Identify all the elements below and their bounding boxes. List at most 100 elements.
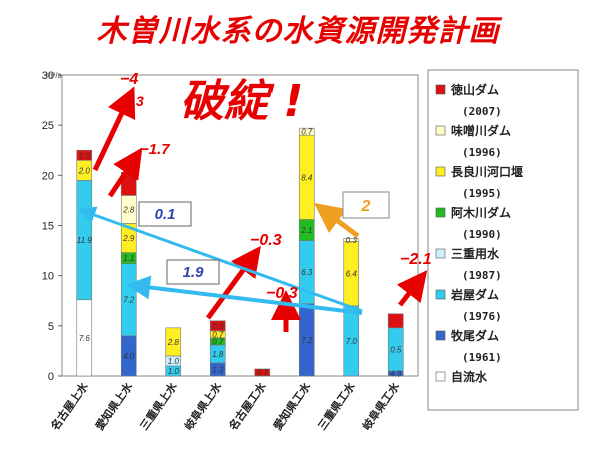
data-label: 0.3 [346,236,358,245]
arrow-aichi-water [107,147,143,198]
box-0-1 [138,201,192,227]
bar-segment [76,149,93,161]
arrow-transfer-aichi [126,275,363,315]
data-label: 0.3 [212,322,224,331]
legend-swatch [435,371,446,382]
x-tick-label: 愛知県上水 [92,379,136,433]
legend-label: 牧尾ダム [451,328,499,343]
legend-label: 長良川河口堰 [451,164,523,179]
data-label: 6.4 [346,270,358,279]
data-label: 0.7 [212,330,224,339]
data-label: 0.5 [390,345,402,354]
legend-label: 自流水 [451,369,488,384]
y-tick-label: 5 [48,321,54,333]
legend-year: (1996) [462,146,502,159]
bars [76,127,404,377]
bar-segment [165,327,182,357]
x-tick-label: 名古屋工水 [226,379,270,433]
bar-segment [298,127,315,136]
data-label: 1.8 [212,350,224,359]
legend-swatch [435,248,446,259]
data-label: 2.8 [167,338,180,347]
x-tick-labels: 名古屋上水 愛知県上水 三重県上水 岐阜県上水 名古屋工水 愛知県工水 三重県工水 岐阜県工水 [48,379,403,433]
data-label: 0.7 [301,128,313,137]
data-label: 6.3 [301,268,313,277]
legend-swatch [435,125,446,136]
legend-swatch [435,207,446,218]
legend-label: 阿木川ダム [451,205,511,220]
legend-year: (1976) [462,310,502,323]
y-tick-label: 10 [42,271,54,283]
bar-segment [343,238,360,242]
x-tick-label: 三重県上水 [137,379,181,433]
y-tick-label: 0 [48,371,54,383]
x-tick-label: 愛知県工水 [270,379,314,433]
legend-box [427,69,579,411]
y-tick-label: 30 [42,70,54,82]
data-label: 1.0 [79,151,91,160]
box-2 [342,191,390,219]
data-label: 1.3 [212,365,224,374]
data-label: 11.9 [77,236,93,245]
annotation-minus0-3-a: −0.3 [250,232,282,249]
arrow-gifu-industrial [396,270,428,307]
data-label: 0.7 [257,368,269,377]
legend-year: (1995) [462,187,502,200]
y-tick-label: 20 [42,170,54,182]
legend-swatch [435,330,446,341]
legend-label: 味噌川ダム [451,123,511,138]
boxed-0-1: 0.1 [155,206,176,223]
data-label: 1.0 [168,367,180,376]
arrow-transfer-nagoya [77,206,363,313]
bar-segment [209,320,226,332]
x-tick-label: 岐阜県上水 [181,379,225,433]
data-label: 7.2 [301,336,313,345]
boxed-1-9: 1.9 [183,264,205,281]
data-label: 1.0 [168,357,180,366]
data-label: 2.9 [122,234,135,243]
x-tick-label: 名古屋上水 [48,379,92,433]
box-1-9 [166,259,220,285]
data-label: 2.1 [300,226,312,235]
y-unit-label: m³/s [46,71,62,80]
boxed-2: 2 [361,198,371,215]
data-label: 2.8 [122,205,135,214]
y-tick-label: 25 [42,120,54,132]
data-label: 0.7 [212,337,224,346]
data-label: 1.1 [123,254,134,263]
legend-year: (1987) [462,269,502,282]
data-label: 8.4 [301,173,313,182]
legend-label: 岩屋ダム [450,287,499,302]
legend-swatch [435,289,446,300]
x-tick-label: 岐阜県工水 [359,379,403,433]
y-tick-label: 15 [42,221,54,233]
data-label: 4.3 [390,369,402,378]
data-label: 4.0 [123,352,135,361]
data-label: 7.6 [79,334,91,343]
collapse-stamp: 破綻 ! [180,76,303,127]
legend-label: 徳山ダム [450,82,499,97]
arrow-mie-industrial [314,203,360,238]
segment-labels: 7.611.92.01.04.07.21.12.92.81.01.02.81.3… [77,128,402,379]
annotation-minus1-7: −1.7 [140,141,170,158]
legend-year: (1961) [462,351,502,364]
bar-segment [387,313,404,329]
annotation-minus2-1: −2.1 [400,251,432,268]
x-tick-label: 三重県工水 [315,379,359,433]
chart-title: 木曽川水系の水資源開発計画 [96,14,500,49]
legend-swatch [435,166,446,177]
legend-label: 三重用水 [451,246,500,261]
annotation-minus0-3-b: −0.3 [266,285,298,302]
data-label: 2.0 [78,166,91,175]
data-label: 7.0 [346,337,358,346]
legend-year: (1990) [462,228,502,241]
annotation-3: 3 [136,93,144,109]
arrow-nagoya-water [92,86,136,172]
legend-year: (2007) [462,105,502,118]
bar-segment [254,368,271,377]
legend: 徳山ダム (2007) 味噌川ダム (1996) 長良川河口堰 (1995) 阿木川ダム (1… [435,82,523,384]
data-label: 7.2 [123,296,135,305]
legend-swatch [435,84,446,95]
annotation-minus4: −4 [120,71,138,88]
